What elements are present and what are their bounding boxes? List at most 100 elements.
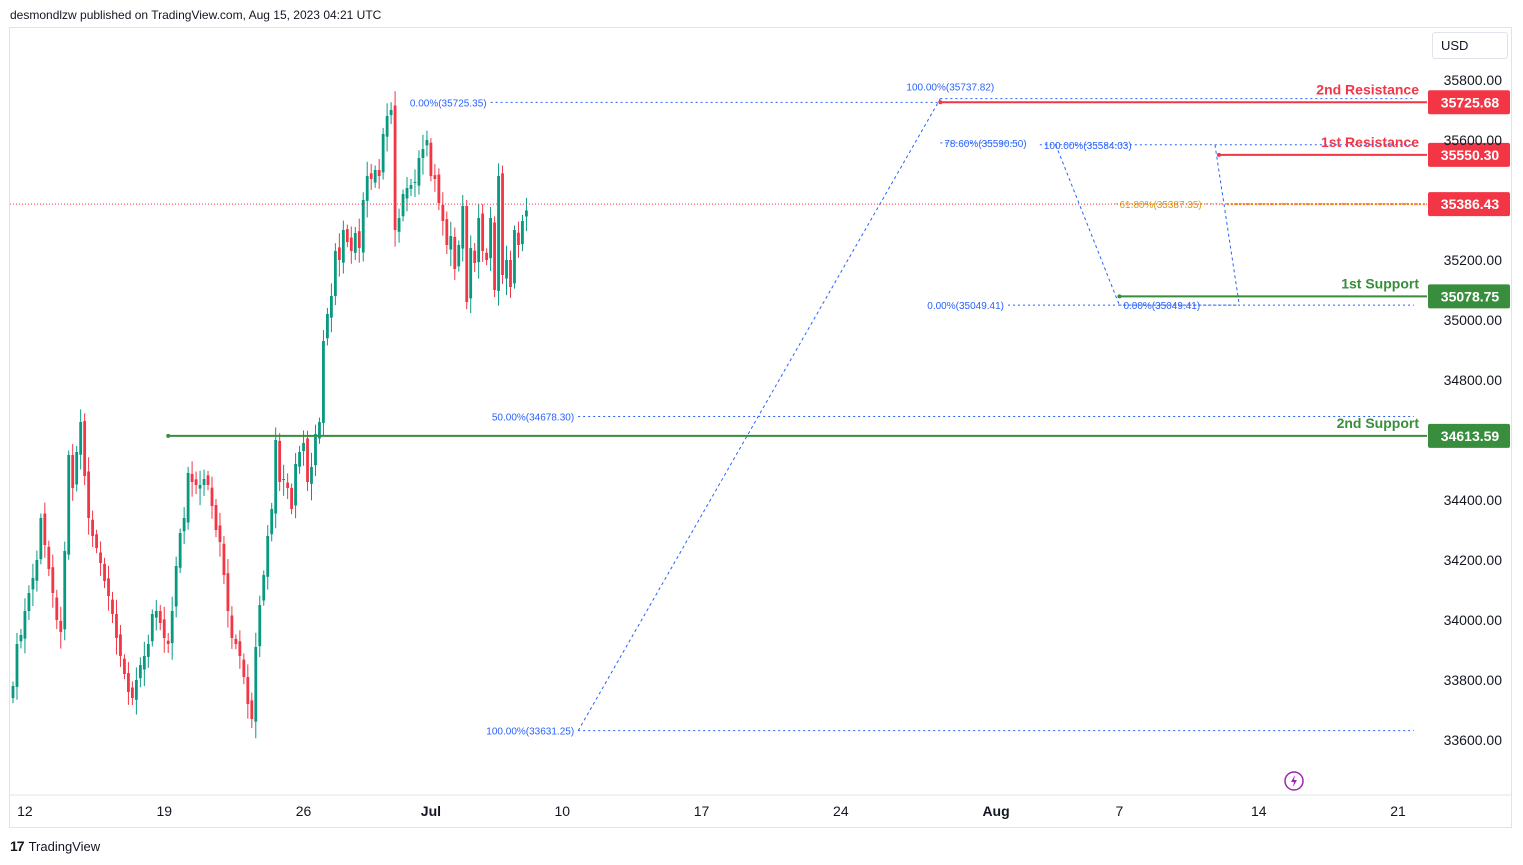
- candle-body: [87, 471, 91, 518]
- y-tick-label: 35200.00: [1444, 252, 1503, 268]
- y-tick-label: 34400.00: [1444, 492, 1503, 508]
- tradingview-logo-icon[interactable]: 17: [10, 838, 25, 854]
- candle-body: [409, 185, 413, 189]
- candle-body: [162, 619, 166, 638]
- level-label: 2nd Resistance: [1316, 81, 1419, 97]
- x-tick-label: 26: [296, 803, 312, 819]
- level-price-tag: [1428, 284, 1510, 309]
- y-tick-label: 35800.00: [1444, 72, 1503, 88]
- candle-body: [206, 475, 210, 485]
- candle-body: [123, 658, 126, 674]
- candle-body: [509, 260, 512, 287]
- candle-body: [278, 440, 282, 482]
- candle-body: [349, 237, 353, 251]
- candle-body: [361, 200, 365, 253]
- candle-body: [226, 573, 230, 611]
- candle-body: [238, 641, 242, 656]
- fib-label: 78.60%(35590.50): [944, 139, 1026, 150]
- y-tick-label: 35600.00: [1444, 132, 1503, 148]
- candle-body: [433, 175, 437, 179]
- candle-body: [266, 536, 270, 577]
- candle-body: [258, 605, 262, 647]
- x-tick-label: 24: [833, 803, 849, 819]
- candle-body: [190, 473, 194, 482]
- candle-body: [489, 218, 492, 259]
- candle-body: [262, 575, 266, 601]
- candle-body: [314, 434, 317, 466]
- candle-body: [47, 546, 51, 569]
- candle-body: [79, 422, 83, 455]
- candle-body: [345, 229, 349, 242]
- candle-body: [465, 206, 469, 302]
- level-label: 1st Resistance: [1321, 134, 1419, 150]
- level-label: 1st Support: [1341, 275, 1419, 291]
- candle-body: [23, 611, 27, 639]
- candle-body: [43, 513, 47, 545]
- candle-body: [369, 173, 373, 179]
- candle-body: [397, 218, 401, 232]
- candle-body: [274, 440, 278, 514]
- level-price-label: 34613.59: [1441, 428, 1500, 444]
- candle-body: [461, 206, 465, 249]
- candle-body: [449, 236, 453, 250]
- candle-body: [290, 488, 293, 509]
- candle-body: [158, 611, 162, 623]
- candle-body: [27, 593, 31, 611]
- level-anchor: [1117, 294, 1122, 299]
- current-price-tag: [1428, 192, 1510, 217]
- fib-label: 0.00%(35049.41): [927, 301, 1004, 312]
- candle-body: [365, 176, 369, 201]
- candle-body: [194, 479, 198, 485]
- fib-trend-line: [577, 98, 941, 731]
- footer: 17 TradingView: [10, 838, 100, 854]
- candle-body: [246, 677, 250, 704]
- candle-body: [322, 341, 325, 423]
- candles: [11, 91, 528, 739]
- candle-body: [441, 204, 445, 221]
- candle-body: [318, 422, 321, 439]
- candle-body: [146, 644, 150, 657]
- x-tick-label: 12: [17, 803, 33, 819]
- footer-brand[interactable]: TradingView: [28, 838, 101, 854]
- candle-body: [99, 552, 102, 563]
- candle-body: [111, 599, 114, 614]
- candle-body: [63, 551, 67, 630]
- candle-body: [35, 560, 39, 581]
- candle-body: [182, 518, 186, 532]
- candle-body: [477, 218, 481, 263]
- candle-body: [250, 700, 254, 719]
- candle-body: [214, 505, 218, 530]
- candle-body: [357, 231, 361, 248]
- candle-body: [55, 597, 59, 620]
- fib-label: 100.00%(33631.25): [486, 727, 574, 738]
- candle-body: [453, 236, 457, 269]
- candle-body: [333, 251, 337, 296]
- current-price-label: 35386.43: [1441, 196, 1500, 212]
- candle-body: [505, 260, 508, 279]
- candle-body: [413, 182, 417, 183]
- x-tick-label: Jul: [421, 803, 441, 819]
- candle-body: [15, 644, 19, 687]
- candle-body: [485, 252, 489, 260]
- candle-body: [19, 635, 23, 642]
- x-tick-label: 19: [156, 803, 172, 819]
- level-price-tag: [1428, 142, 1510, 167]
- y-tick-label: 33600.00: [1444, 732, 1503, 748]
- y-tick-label: 35000.00: [1444, 312, 1503, 328]
- candle-body: [389, 110, 393, 116]
- candle-body: [67, 455, 71, 555]
- candle-body: [186, 473, 190, 523]
- candle-body: [75, 452, 79, 485]
- candle-body: [166, 640, 170, 644]
- y-tick-label: 33800.00: [1444, 672, 1503, 688]
- candle-body: [517, 232, 520, 245]
- level-anchor: [166, 433, 171, 438]
- candle-body: [302, 443, 305, 452]
- candle-body: [198, 485, 202, 489]
- level-price-tag: [1428, 90, 1510, 115]
- y-tick-label: 34000.00: [1444, 612, 1503, 628]
- candle-body: [385, 116, 389, 137]
- currency-button[interactable]: USD: [1432, 32, 1508, 59]
- candle-body: [142, 656, 146, 670]
